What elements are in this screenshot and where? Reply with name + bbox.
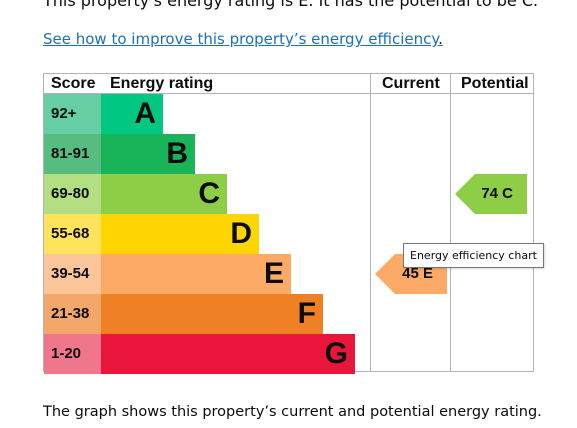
band-score-c: 69-80 [44,174,101,214]
band-score-g: 1-20 [44,334,101,374]
energy-efficiency-chart: Score Energy rating Current Potential 92… [43,73,534,374]
band-bar-e: E [101,254,291,294]
potential-header: Potential [461,75,529,92]
potential-rating-arrow: 74 C [455,174,527,214]
band-score-a: 92+ [44,94,101,134]
current-column-divider [370,74,371,371]
band-score-b: 81-91 [44,134,101,174]
current-rating-label: 45 E [402,265,433,282]
band-bar-c: C [101,174,227,214]
band-bar-d: D [101,214,259,254]
header-divider [44,93,533,94]
chart-caption: The graph shows this property’s current … [43,404,542,420]
potential-column-divider [450,74,451,371]
potential-rating-label: 74 C [481,185,513,202]
improve-efficiency-link[interactable]: See how to improve this property’s energ… [43,30,443,48]
improve-link-label[interactable]: See how to improve this property’s energ… [43,30,439,48]
band-score-e: 39-54 [44,254,101,294]
chart-tooltip: Energy efficiency chart [403,243,544,268]
intro-text-clipped: This property's energy rating is E. It h… [43,0,539,10]
band-score-f: 21-38 [44,294,101,334]
improve-link-trail: . [438,30,443,48]
score-header: Score [51,75,96,92]
band-score-d: 55-68 [44,214,101,254]
band-bar-b: B [101,134,195,174]
band-bar-f: F [101,294,323,334]
current-header: Current [382,75,440,92]
band-bar-a: A [101,94,163,134]
band-bar-g: G [101,334,355,374]
energy-rating-header: Energy rating [110,75,214,92]
